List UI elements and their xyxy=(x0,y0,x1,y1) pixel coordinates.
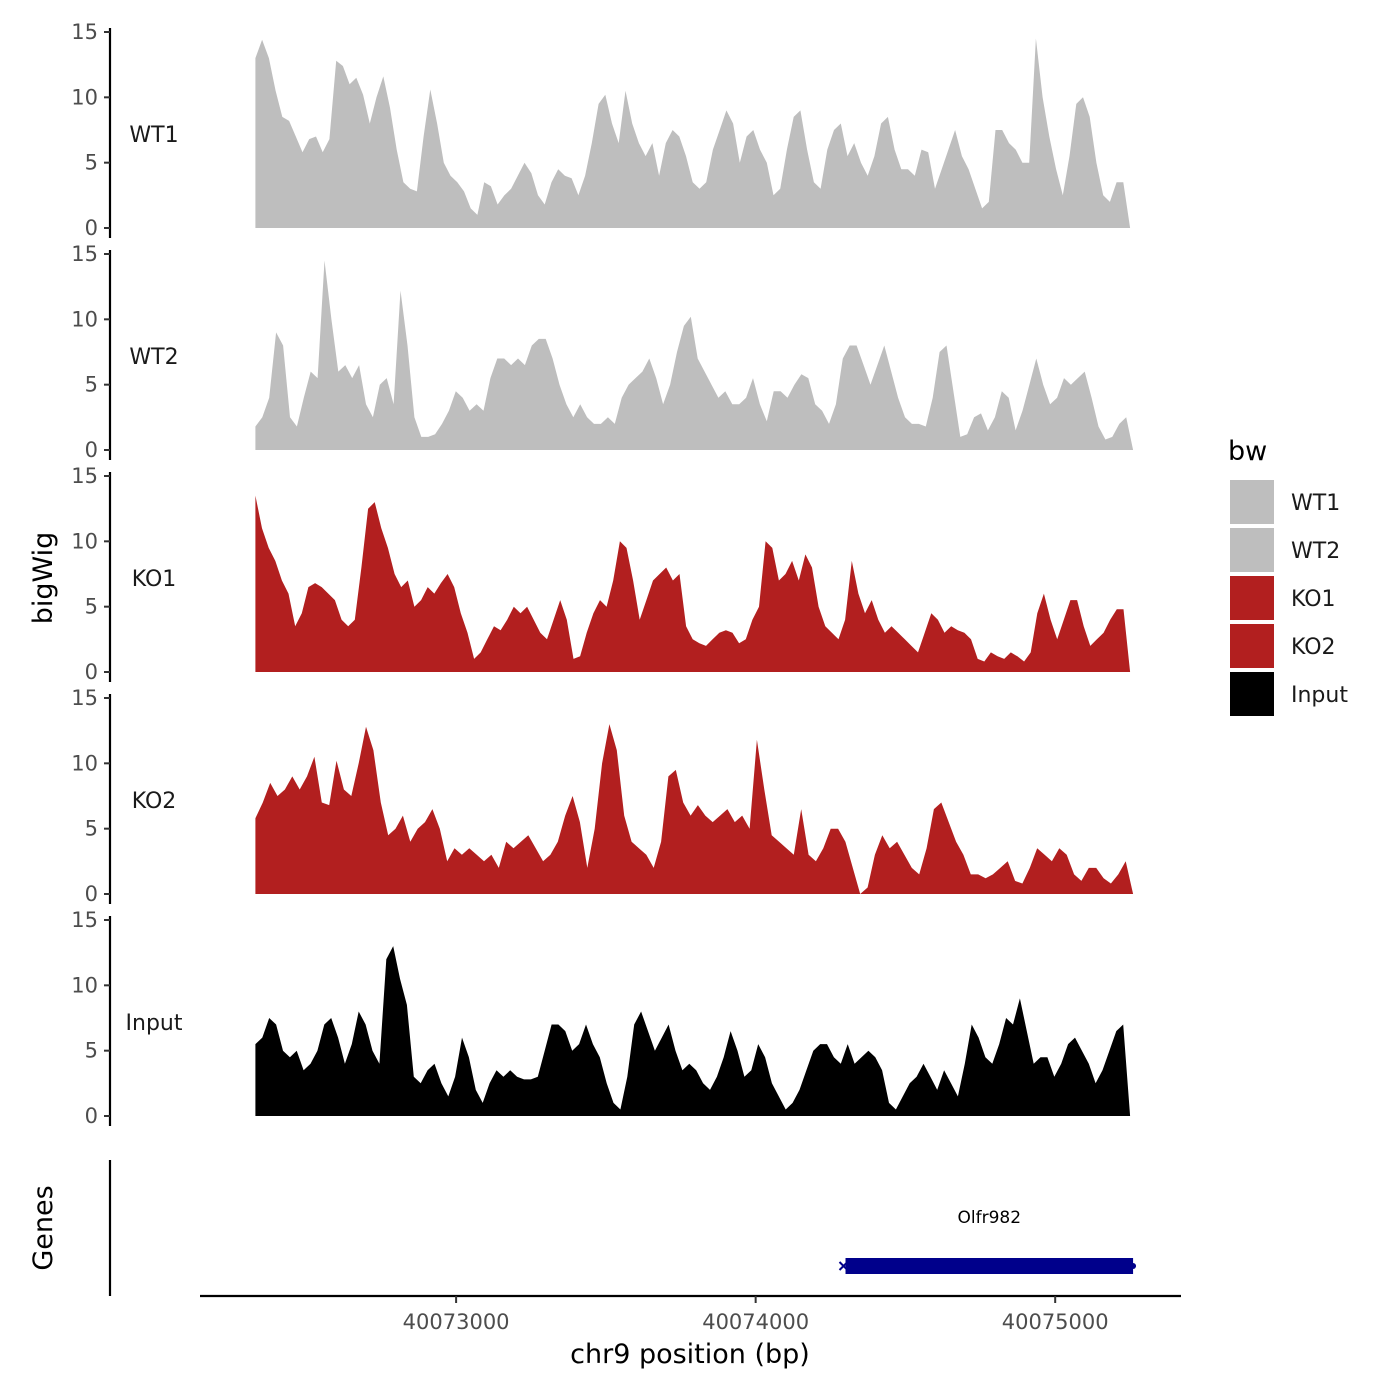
y-tick-label: 10 xyxy=(71,307,98,331)
gene-olfr982: Olfr982 xyxy=(838,1208,1137,1274)
y-tick-label: 15 xyxy=(71,686,98,710)
legend-swatch xyxy=(1230,528,1274,572)
track-label-input: Input xyxy=(126,1011,183,1036)
signal-area-wt1 xyxy=(255,38,1131,228)
y-tick-label: 5 xyxy=(85,373,98,397)
y-tick-label: 5 xyxy=(85,817,98,841)
track-input: 0 5 10 15 Input xyxy=(71,908,1131,1128)
track-label-ko2: KO2 xyxy=(132,789,177,814)
track-label-wt2: WT2 xyxy=(129,345,178,370)
y-tick-label: 0 xyxy=(85,660,98,684)
y-tick-label: 5 xyxy=(85,151,98,175)
legend-label: WT2 xyxy=(1291,539,1340,564)
legend-label: KO2 xyxy=(1291,635,1336,660)
legend-item-ko2: KO2 xyxy=(1230,624,1336,668)
legend: bw WT1 WT2 KO1 KO2 Input xyxy=(1228,436,1348,716)
y-tick-label: 5 xyxy=(85,1039,98,1063)
track-label-wt1: WT1 xyxy=(129,123,178,148)
x-tick-label: 40074000 xyxy=(702,1310,809,1334)
y-tick-label: 0 xyxy=(85,216,98,240)
gene-panel: Olfr982 xyxy=(108,1160,1137,1296)
legend-swatch xyxy=(1230,480,1274,524)
gene-end-mark xyxy=(1130,1263,1137,1269)
track-label-ko1: KO1 xyxy=(132,567,177,592)
legend-item-wt1: WT1 xyxy=(1230,480,1340,524)
y-axis-title: bigWig xyxy=(28,532,59,625)
signal-area-ko2 xyxy=(255,724,1134,894)
legend-swatch xyxy=(1230,672,1274,716)
legend-item-ko1: KO1 xyxy=(1230,576,1336,620)
track-ko1: 0 5 10 15 KO1 xyxy=(71,464,1131,684)
y-tick-label: 15 xyxy=(71,908,98,932)
y-tick-label: 15 xyxy=(71,20,98,44)
legend-title: bw xyxy=(1228,436,1267,467)
legend-label: KO1 xyxy=(1291,587,1336,612)
gene-start-mark xyxy=(838,1261,849,1271)
bigwig-tracks: 0 5 10 15 WT1 0 5 10 15 WT2 0 5 10 15 KO1 0 5 10 15 KO2 0 5 10… xyxy=(71,20,1134,1128)
y-tick-label: 5 xyxy=(85,595,98,619)
legend-item-input: Input xyxy=(1230,672,1348,716)
signal-area-ko1 xyxy=(255,495,1131,672)
track-wt2: 0 5 10 15 WT2 xyxy=(71,242,1134,462)
legend-label: WT1 xyxy=(1291,491,1340,516)
y-tick-label: 0 xyxy=(85,1104,98,1128)
legend-label: Input xyxy=(1291,683,1348,708)
track-wt1: 0 5 10 15 WT1 xyxy=(71,20,1131,240)
y-tick-label: 10 xyxy=(71,85,98,109)
legend-item-wt2: WT2 xyxy=(1230,528,1340,572)
legend-swatch xyxy=(1230,576,1274,620)
x-axis-title: chr9 position (bp) xyxy=(570,1339,810,1370)
signal-area-input xyxy=(255,946,1131,1116)
y-tick-label: 0 xyxy=(85,438,98,462)
genes-axis-title: Genes xyxy=(28,1185,59,1270)
gene-label: Olfr982 xyxy=(958,1208,1022,1228)
y-tick-label: 10 xyxy=(71,529,98,553)
x-tick-label: 40073000 xyxy=(403,1310,510,1334)
track-ko2: 0 5 10 15 KO2 xyxy=(71,686,1134,906)
y-tick-label: 0 xyxy=(85,882,98,906)
y-tick-label: 15 xyxy=(71,464,98,488)
x-axis: 40073000 40074000 40075000 xyxy=(200,1294,1181,1334)
legend-swatch xyxy=(1230,624,1274,668)
signal-area-wt2 xyxy=(255,260,1134,450)
y-tick-label: 10 xyxy=(71,751,98,775)
x-tick-label: 40075000 xyxy=(1002,1310,1109,1334)
y-tick-label: 10 xyxy=(71,973,98,997)
y-tick-label: 15 xyxy=(71,242,98,266)
gene-body xyxy=(845,1258,1134,1274)
